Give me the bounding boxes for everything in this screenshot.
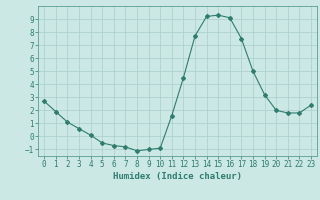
X-axis label: Humidex (Indice chaleur): Humidex (Indice chaleur) [113,172,242,181]
